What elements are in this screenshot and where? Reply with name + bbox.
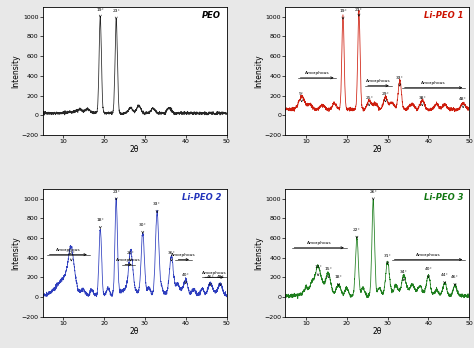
Text: Amorphous: Amorphous xyxy=(416,253,441,257)
X-axis label: 2θ: 2θ xyxy=(130,327,139,336)
Text: 31°: 31° xyxy=(383,254,392,264)
Text: 29°: 29° xyxy=(382,92,389,102)
Text: Amorphous: Amorphous xyxy=(366,79,391,83)
Text: 22°: 22° xyxy=(353,228,361,238)
Text: 33°: 33° xyxy=(396,76,404,86)
Text: 23°: 23° xyxy=(112,9,120,19)
Text: 26°: 26° xyxy=(369,190,377,200)
Text: Amorphous: Amorphous xyxy=(171,253,196,257)
Text: 48°: 48° xyxy=(459,97,467,108)
Text: Amorphous: Amorphous xyxy=(307,241,331,245)
Text: 38°: 38° xyxy=(419,95,426,106)
Text: 25°: 25° xyxy=(365,95,373,106)
X-axis label: 2θ: 2θ xyxy=(373,145,382,155)
Text: 9°: 9° xyxy=(299,92,304,102)
Text: 19°: 19° xyxy=(339,9,347,19)
Text: Amorphous: Amorphous xyxy=(421,81,446,85)
Text: 46°: 46° xyxy=(206,275,214,286)
Text: 18°: 18° xyxy=(96,218,104,228)
Y-axis label: Intensity: Intensity xyxy=(254,236,263,269)
Text: 23°: 23° xyxy=(355,8,363,16)
Text: 18°: 18° xyxy=(335,275,342,286)
Text: Amorphous: Amorphous xyxy=(202,271,227,275)
Text: 34°: 34° xyxy=(400,270,408,280)
Text: 23°: 23° xyxy=(112,190,120,200)
Text: 40°: 40° xyxy=(182,273,190,284)
Text: PEO: PEO xyxy=(202,11,221,20)
Text: Li-PEO 3: Li-PEO 3 xyxy=(424,192,464,201)
Text: 26°: 26° xyxy=(127,251,135,261)
X-axis label: 2θ: 2θ xyxy=(130,145,139,155)
Text: 15°: 15° xyxy=(324,267,332,278)
Text: 13°: 13° xyxy=(314,266,322,276)
Text: 30°: 30° xyxy=(139,223,146,234)
Text: 12°: 12° xyxy=(67,251,75,261)
Text: 33°: 33° xyxy=(153,203,161,213)
Text: Li-PEO 2: Li-PEO 2 xyxy=(182,192,221,201)
Text: Amorphous: Amorphous xyxy=(56,248,81,252)
Text: 36°: 36° xyxy=(167,251,175,261)
Text: 46°: 46° xyxy=(451,275,459,286)
Text: 40°: 40° xyxy=(425,267,432,278)
X-axis label: 2θ: 2θ xyxy=(373,327,382,336)
Text: 48°: 48° xyxy=(217,275,224,286)
Y-axis label: Intensity: Intensity xyxy=(11,54,20,88)
Y-axis label: Intensity: Intensity xyxy=(11,236,20,269)
Text: 19°: 19° xyxy=(96,8,104,17)
Text: Amorphous: Amorphous xyxy=(305,71,329,76)
Text: Amorphous: Amorphous xyxy=(116,258,141,262)
Text: 44°: 44° xyxy=(441,273,448,284)
Y-axis label: Intensity: Intensity xyxy=(254,54,263,88)
Text: Li-PEO 1: Li-PEO 1 xyxy=(424,11,464,20)
